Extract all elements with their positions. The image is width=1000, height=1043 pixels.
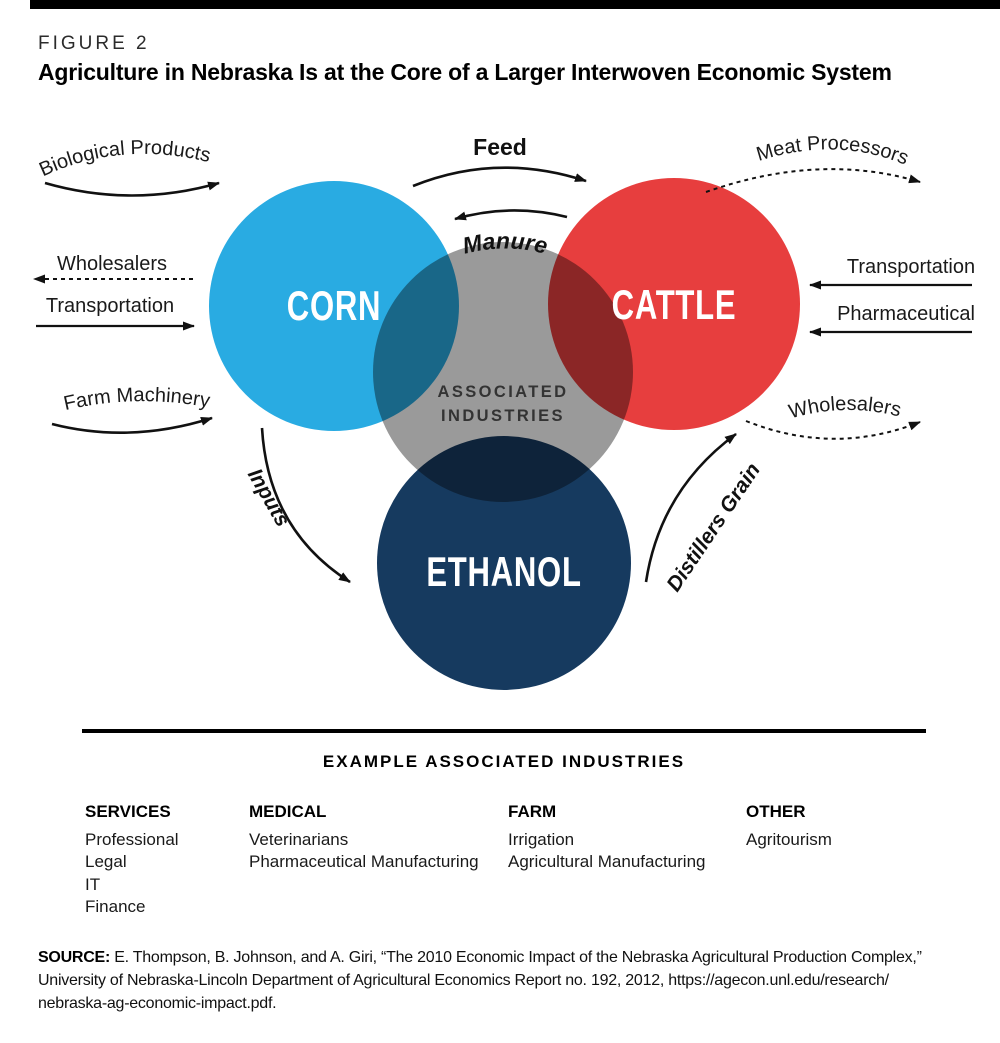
top-rule: [30, 0, 1000, 9]
feed-arrow: [412, 166, 587, 188]
list-item: Agricultural Manufacturing: [508, 852, 706, 871]
list-item: Professional: [85, 829, 179, 849]
venn-diagram: CORN CATTLE ETHANOL ASSOCIATED INDUSTRIE…: [33, 132, 975, 690]
source-line: nebraska-ag-economic-impact.pdf.: [38, 995, 277, 1012]
column-header: SERVICES: [85, 802, 171, 821]
list-item: Veterinarians: [249, 829, 349, 849]
list-item: Legal: [85, 852, 127, 871]
meat-processors-arrow: [705, 168, 921, 193]
list-item: Finance: [85, 897, 146, 916]
source-note: SOURCE: E. Thompson, B. Johnson, and A. …: [38, 946, 998, 1015]
column-medical: MEDICAL Veterinarians Pharmaceutical Man…: [249, 801, 479, 874]
inputs-label: Inputs: [243, 465, 294, 531]
farm-machinery-arrow: [51, 416, 213, 434]
column-farm: FARM Irrigation Agricultural Manufacturi…: [508, 801, 705, 874]
wholesalers-left-label: Wholesalers: [57, 253, 167, 275]
biological-products-arrow: [44, 181, 220, 197]
associated-label-line2: INDUSTRIES: [441, 407, 565, 425]
examples-heading: EXAMPLE ASSOCIATED INDUSTRIES: [322, 752, 686, 771]
inputs-arrow: [260, 427, 351, 584]
feed-label: Feed: [473, 134, 527, 160]
figure-title: Agriculture in Nebraska Is at the Core o…: [38, 59, 892, 85]
column-header: OTHER: [746, 802, 806, 821]
list-item: IT: [85, 874, 101, 894]
circle-group: [209, 178, 800, 690]
farm-machinery-label: Farm Machinery: [62, 384, 212, 415]
column-header: MEDICAL: [249, 802, 327, 821]
pharmaceutical-right-label: Pharmaceutical: [837, 303, 975, 325]
cattle-label-group: CATTLE: [612, 282, 737, 329]
manure-arrow: [454, 209, 568, 221]
column-other: OTHER Agritourism: [746, 801, 832, 851]
biological-products-label: Biological Products: [36, 137, 213, 181]
transportation-right-label: Transportation: [847, 256, 975, 278]
source-line: University of Nebraska-Lincoln Departmen…: [38, 972, 889, 989]
list-item: Agritourism: [746, 829, 832, 849]
wholesalers-right-label: Wholesalers: [786, 393, 903, 423]
corn-label: CORN: [287, 283, 381, 330]
cattle-label: CATTLE: [612, 282, 737, 329]
meat-processors-label: Meat Processors: [754, 132, 912, 169]
column-header: FARM: [508, 802, 557, 821]
wholesalers-right-arrow: [745, 420, 921, 440]
source-label: SOURCE:: [38, 949, 111, 966]
list-item: Pharmaceutical Manufacturing: [249, 852, 479, 871]
source-line: SOURCE: E. Thompson, B. Johnson, and A. …: [38, 946, 998, 969]
ethanol-circle: [377, 436, 631, 690]
column-services: SERVICES Professional Legal IT Finance: [85, 801, 179, 919]
ethanol-label: ETHANOL: [426, 549, 581, 596]
figure-number: FIGURE 2: [38, 33, 150, 54]
associated-label-line1: ASSOCIATED: [438, 383, 569, 401]
associated-industries-circle: [373, 242, 633, 502]
transportation-left-label: Transportation: [46, 295, 174, 317]
ethanol-label-group: ETHANOL: [426, 549, 581, 596]
list-item: Irrigation: [508, 829, 575, 849]
section-divider: [82, 729, 926, 733]
source-text: E. Thompson, B. Johnson, and A. Giri, “T…: [114, 949, 922, 966]
distillers-grain-arrow: [644, 432, 737, 583]
corn-label-group: CORN: [287, 283, 381, 330]
distillers-grain-label: Distillers Grain: [662, 459, 765, 596]
